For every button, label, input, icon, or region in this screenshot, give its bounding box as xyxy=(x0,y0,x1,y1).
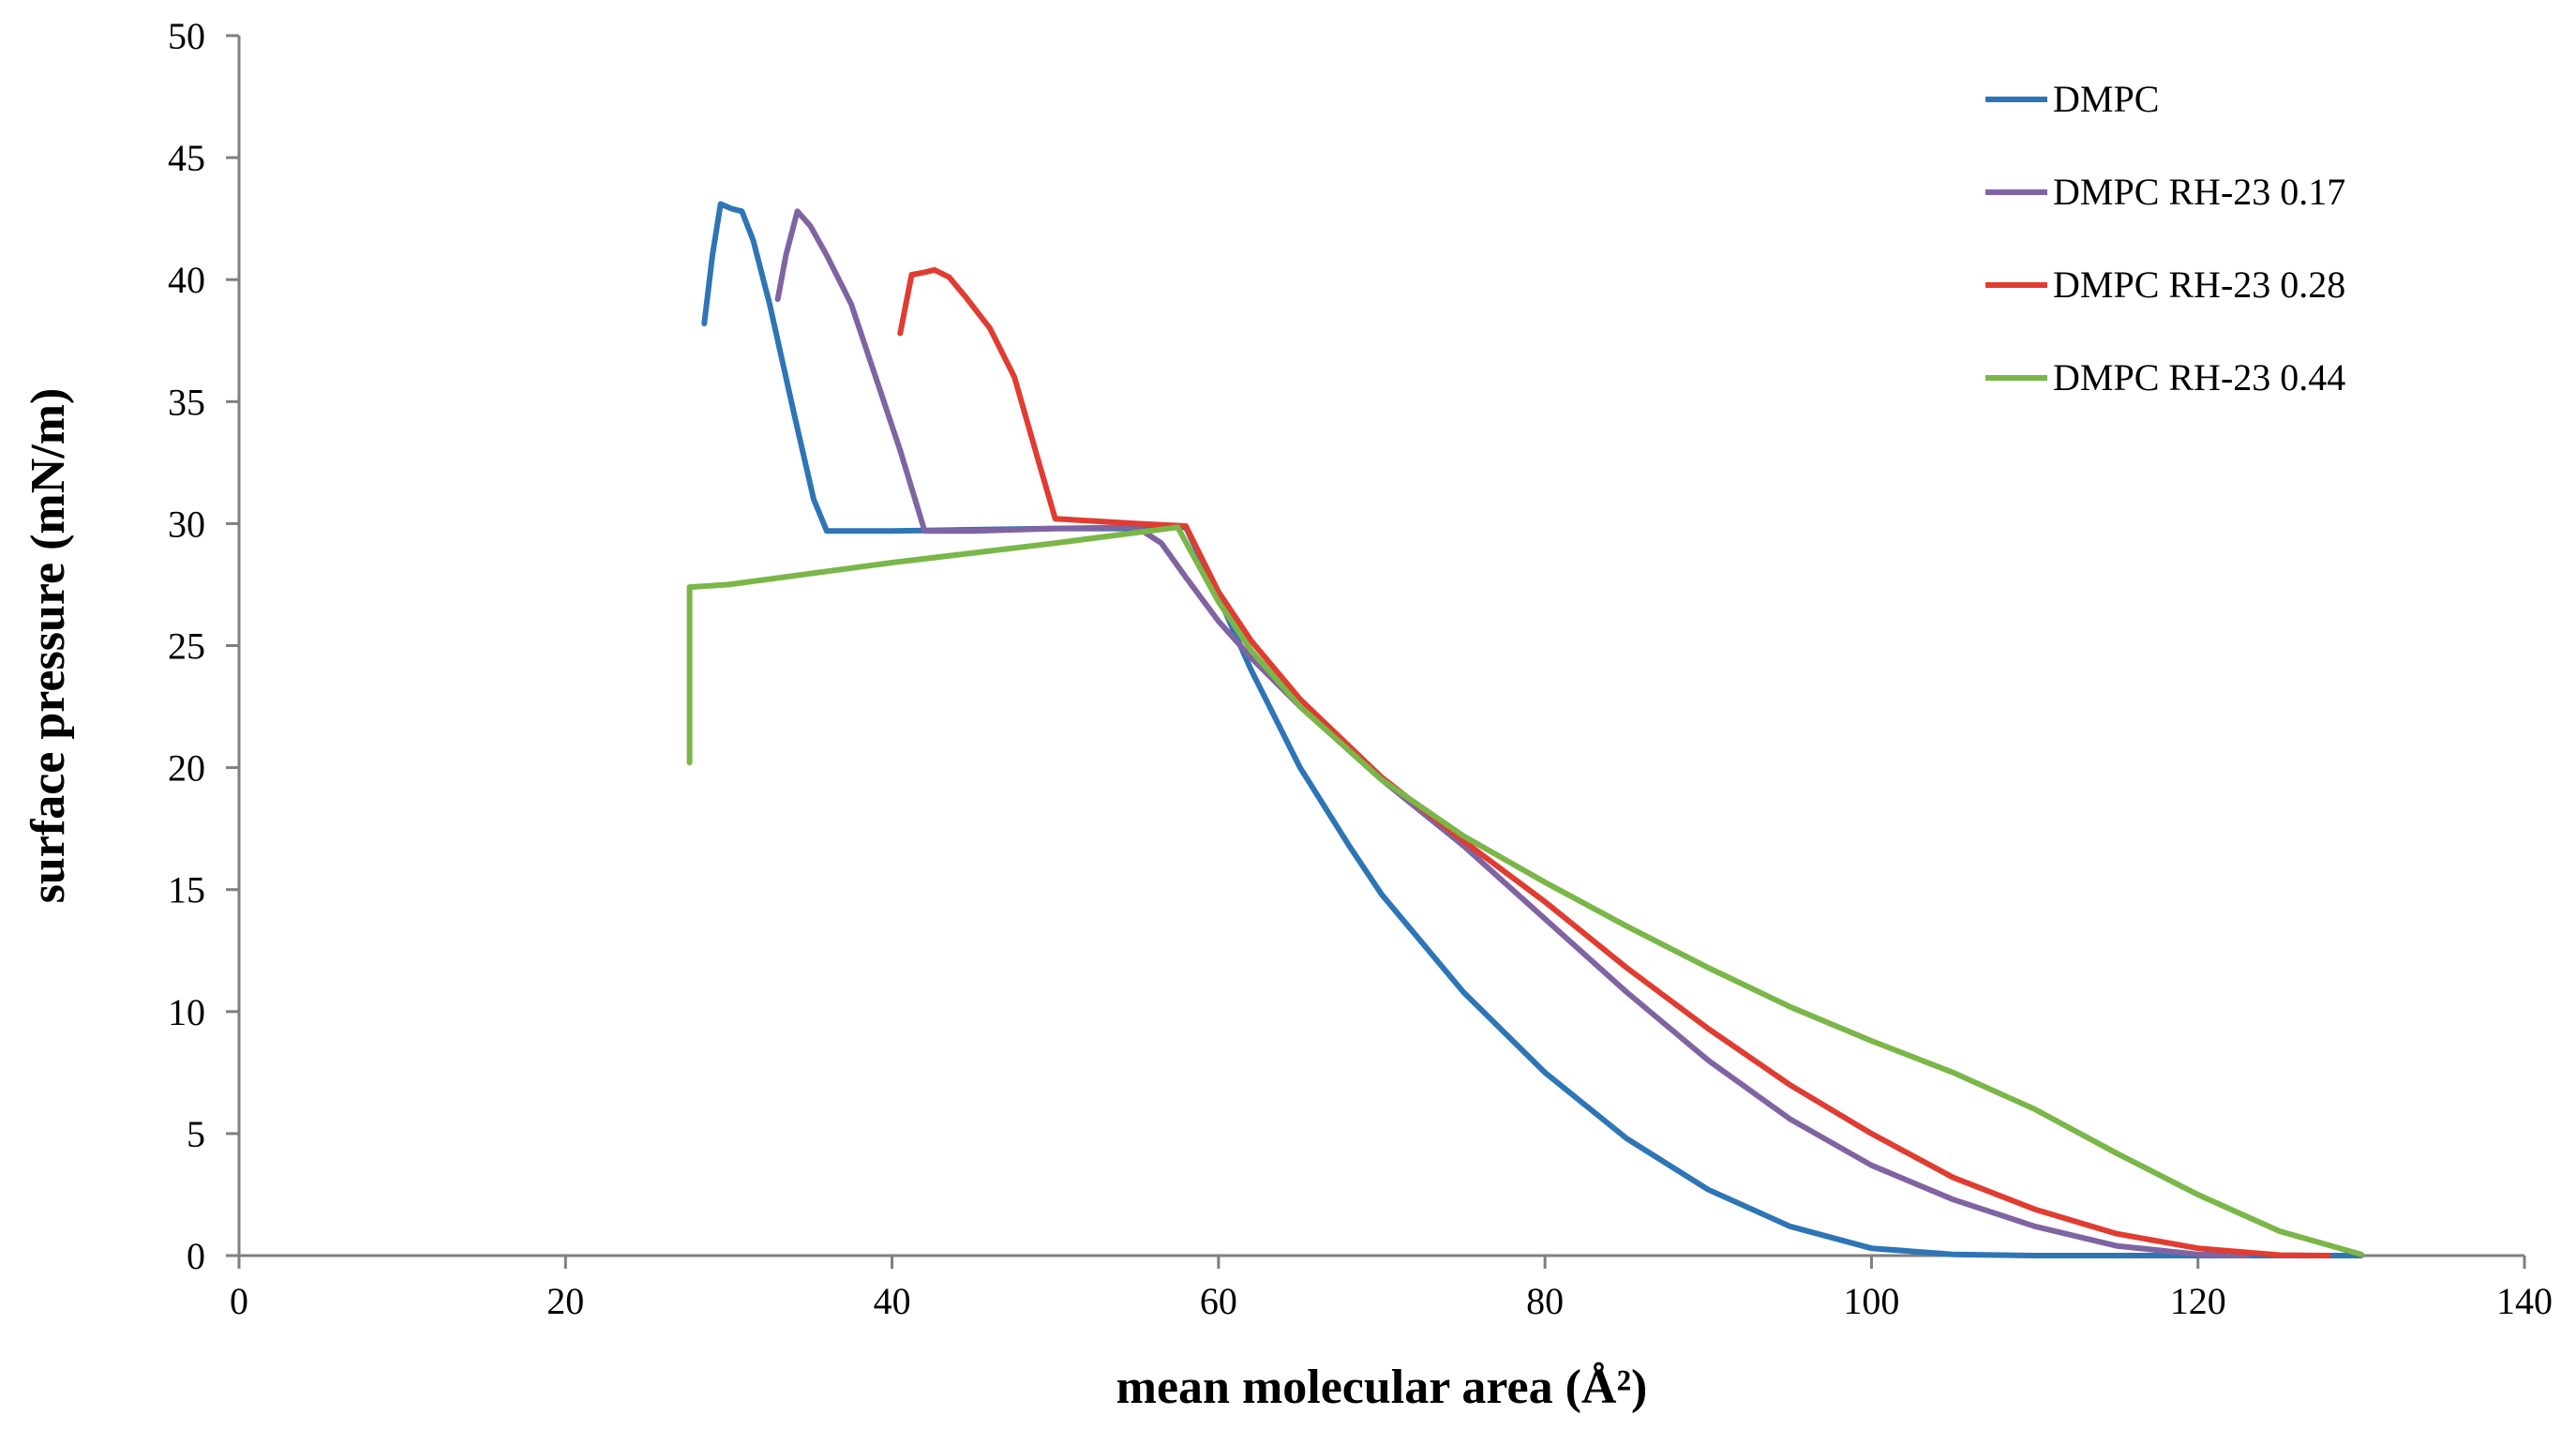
series-line-4 xyxy=(686,524,2364,1257)
x-tick-label: 120 xyxy=(2170,1280,2226,1322)
x-tick-label: 0 xyxy=(230,1280,248,1322)
y-tick-label: 10 xyxy=(168,991,205,1033)
series-line-2 xyxy=(774,208,2250,1258)
y-axis-title: surface pressure (mN/m) xyxy=(22,388,75,904)
legend-label: DMPC RH-23 0.28 xyxy=(2053,263,2345,306)
legend-item: DMPC xyxy=(1985,78,2159,120)
legend-item: DMPC RH-23 0.17 xyxy=(1985,171,2345,213)
axes: 0 5 10 15 20 25 30 35 40 45 50 0 20 40 60 80 100 120 140 xyxy=(168,15,2553,1322)
y-ticks: 0 5 10 15 20 25 30 35 40 45 50 xyxy=(168,15,239,1277)
x-tick-label: 20 xyxy=(547,1280,584,1322)
x-axis-title: mean molecular area (Å²) xyxy=(1116,1361,1648,1414)
x-tick-label: 80 xyxy=(1526,1280,1564,1322)
legend-item: DMPC RH-23 0.28 xyxy=(1985,263,2345,306)
y-tick-label: 5 xyxy=(187,1113,205,1155)
legend-item: DMPC RH-23 0.44 xyxy=(1985,356,2345,399)
y-tick-label: 40 xyxy=(168,259,205,301)
series-layer xyxy=(686,201,2364,1258)
y-tick-label: 0 xyxy=(187,1235,205,1277)
y-tick-label: 25 xyxy=(168,625,205,668)
x-tick-label: 40 xyxy=(874,1280,911,1322)
y-tick-label: 20 xyxy=(168,747,205,790)
x-ticks: 0 20 40 60 80 100 120 140 xyxy=(230,1256,2553,1322)
legend-label: DMPC RH-23 0.44 xyxy=(2053,356,2345,399)
x-tick-label: 60 xyxy=(1200,1280,1237,1322)
legend: DMPC DMPC RH-23 0.17 DMPC RH-23 0.28 DMPC R… xyxy=(1985,78,2345,399)
y-tick-label: 30 xyxy=(168,503,205,545)
series-line-3 xyxy=(897,266,2331,1258)
y-tick-label: 50 xyxy=(168,15,205,57)
y-tick-label: 35 xyxy=(168,381,205,423)
legend-label: DMPC RH-23 0.17 xyxy=(2053,171,2345,213)
y-tick-label: 15 xyxy=(168,869,205,911)
x-tick-label: 140 xyxy=(2496,1280,2553,1322)
legend-label: DMPC xyxy=(2053,78,2159,120)
x-tick-label: 100 xyxy=(1843,1280,1899,1322)
y-tick-label: 45 xyxy=(168,137,205,179)
